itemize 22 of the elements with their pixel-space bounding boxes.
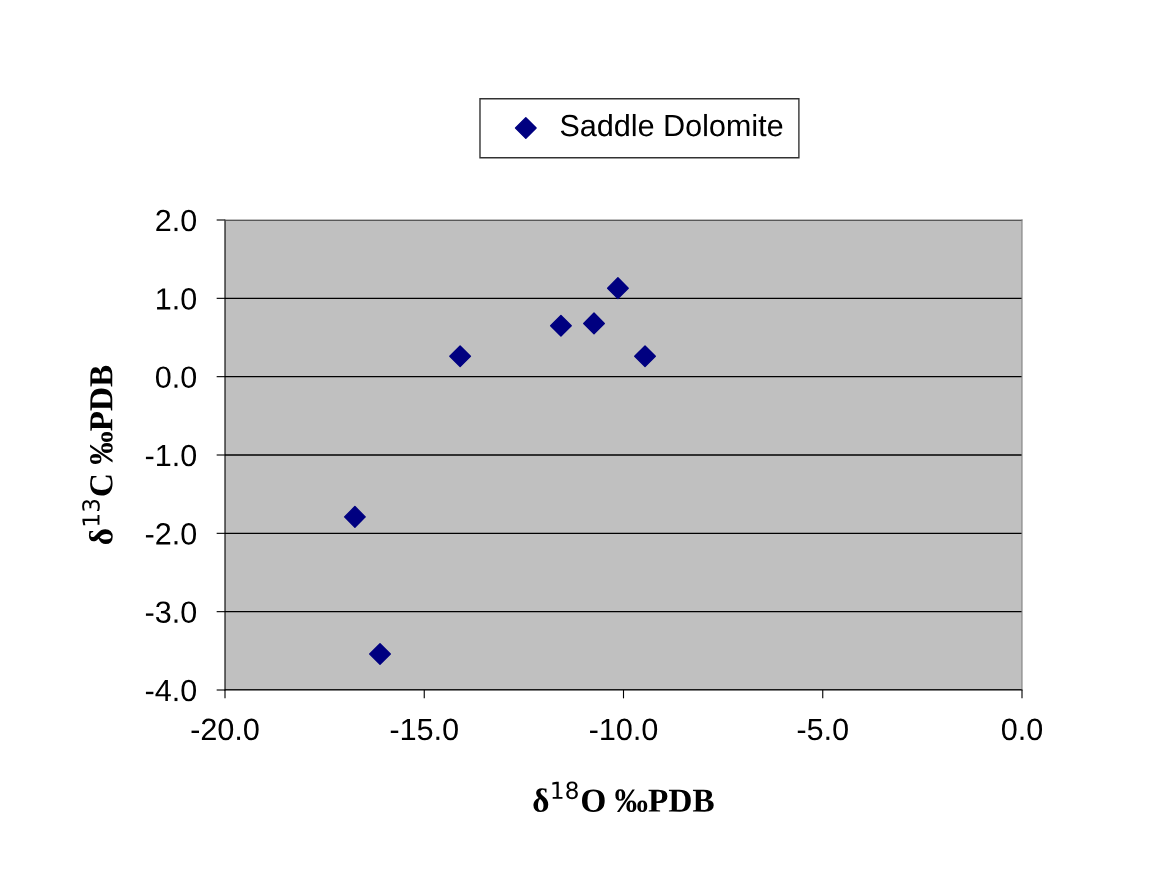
- x-axis-title: δ$^{18}$O ‰PDB: [533, 781, 714, 813]
- point: [606, 277, 629, 300]
- y-axis-title: δ$^{13}$C ‰PDB: [82, 365, 113, 545]
- y-tick-label: -1.0: [145, 444, 197, 467]
- x-tick-label: -15.0: [390, 718, 458, 741]
- point: [369, 642, 392, 665]
- x-tick-label: -5.0: [797, 718, 848, 741]
- y-tick-label: 1.0: [157, 288, 197, 310]
- y-tick-label: -3.0: [145, 601, 197, 624]
- y-tick-label: -2.0: [145, 523, 197, 545]
- point: [549, 314, 572, 337]
- x-tick-label: 0.0: [1001, 718, 1043, 741]
- point: [583, 312, 606, 335]
- point: [634, 345, 657, 368]
- y-tick-label: -4.0: [145, 679, 197, 702]
- y-tick-label: 0.0: [155, 366, 197, 389]
- x-tick-label: -10.0: [590, 718, 658, 741]
- y-tick-label: 2.0: [156, 209, 197, 232]
- x-tick-label: -20.0: [191, 718, 259, 741]
- point: [343, 505, 366, 528]
- point: [449, 345, 472, 368]
- legend-label: Saddle Dolomite: [560, 113, 783, 137]
